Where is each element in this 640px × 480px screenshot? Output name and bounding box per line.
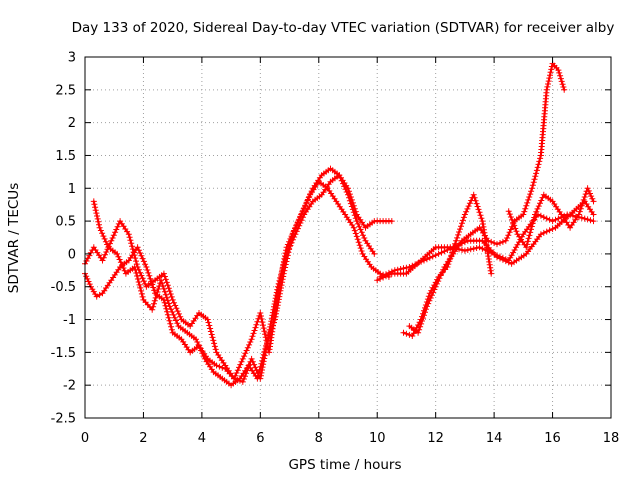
y-tick-label: 1 bbox=[68, 182, 76, 197]
y-tick-label: -2 bbox=[63, 379, 76, 394]
y-tick-label: -1 bbox=[63, 313, 76, 328]
y-tick-label: 2 bbox=[68, 116, 76, 131]
series-markers bbox=[505, 185, 597, 251]
grid-layer bbox=[85, 57, 611, 418]
series-track-g bbox=[406, 60, 568, 336]
x-tick-label: 12 bbox=[427, 431, 444, 446]
x-tick-label: 2 bbox=[139, 431, 147, 446]
x-tick-label: 4 bbox=[198, 431, 206, 446]
series-line bbox=[379, 200, 595, 278]
x-tick-label: 6 bbox=[256, 431, 264, 446]
series-markers bbox=[90, 178, 392, 389]
series-line bbox=[83, 167, 393, 380]
tick-layer: 0 2 4 6 8 10 12 14 16 18 -2.5 -2 -1.5 -1 -0.5 0 0.5 1 1.5 2… bbox=[51, 51, 620, 447]
x-tick-label: 0 bbox=[81, 431, 89, 446]
x-tick-label: 14 bbox=[486, 431, 503, 446]
y-axis-label: SDTVAR / TECUs bbox=[6, 183, 22, 293]
series-markers bbox=[406, 60, 568, 336]
series-track-b bbox=[90, 178, 392, 389]
y-tick-label: 3 bbox=[68, 51, 76, 66]
chart-title: Day 133 of 2020, Sidereal Day-to-day VTE… bbox=[72, 20, 615, 36]
x-axis-label: GPS time / hours bbox=[288, 457, 401, 473]
x-tick-label: 10 bbox=[369, 431, 386, 446]
x-tick-label: 8 bbox=[315, 431, 323, 446]
y-tick-label: 0 bbox=[68, 247, 76, 262]
series-markers bbox=[82, 172, 378, 385]
y-tick-label: -2.5 bbox=[51, 412, 76, 427]
series-track-h bbox=[505, 185, 597, 251]
y-tick-label: -1.5 bbox=[51, 346, 76, 361]
y-tick-label: 0.5 bbox=[55, 215, 76, 230]
x-tick-label: 16 bbox=[544, 431, 561, 446]
series-line bbox=[83, 174, 376, 383]
y-tick-label: 1.5 bbox=[55, 149, 76, 164]
y-tick-label: -0.5 bbox=[51, 280, 76, 295]
series-layer bbox=[82, 60, 597, 389]
y-tick-label: 2.5 bbox=[55, 83, 76, 98]
plot-frame bbox=[84, 56, 612, 419]
x-tick-label: 18 bbox=[603, 431, 620, 446]
series-track-c bbox=[82, 172, 378, 385]
